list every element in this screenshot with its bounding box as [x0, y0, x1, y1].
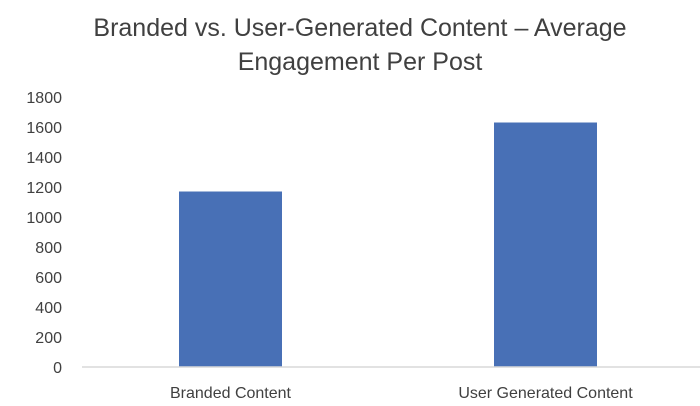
y-tick-label: 1400 — [26, 150, 62, 167]
y-tick-label: 1000 — [26, 210, 62, 227]
chart-title-line-1: Branded vs. User-Generated Content – Ave… — [93, 14, 626, 42]
y-tick-label: 1200 — [26, 180, 62, 197]
y-tick-label: 600 — [35, 270, 62, 287]
y-tick-label: 200 — [35, 330, 62, 347]
y-tick-label: 0 — [53, 360, 62, 377]
bar-1 — [494, 122, 597, 367]
chart-title-line-2: Engagement Per Post — [238, 48, 483, 76]
y-tick-label: 1600 — [26, 120, 62, 137]
y-tick-label: 1800 — [26, 90, 62, 107]
category-label: User Generated Content — [458, 385, 633, 402]
y-tick-label: 800 — [35, 240, 62, 257]
category-label: Branded Content — [170, 385, 292, 402]
y-tick-label: 400 — [35, 300, 62, 317]
bar-0 — [179, 191, 282, 367]
